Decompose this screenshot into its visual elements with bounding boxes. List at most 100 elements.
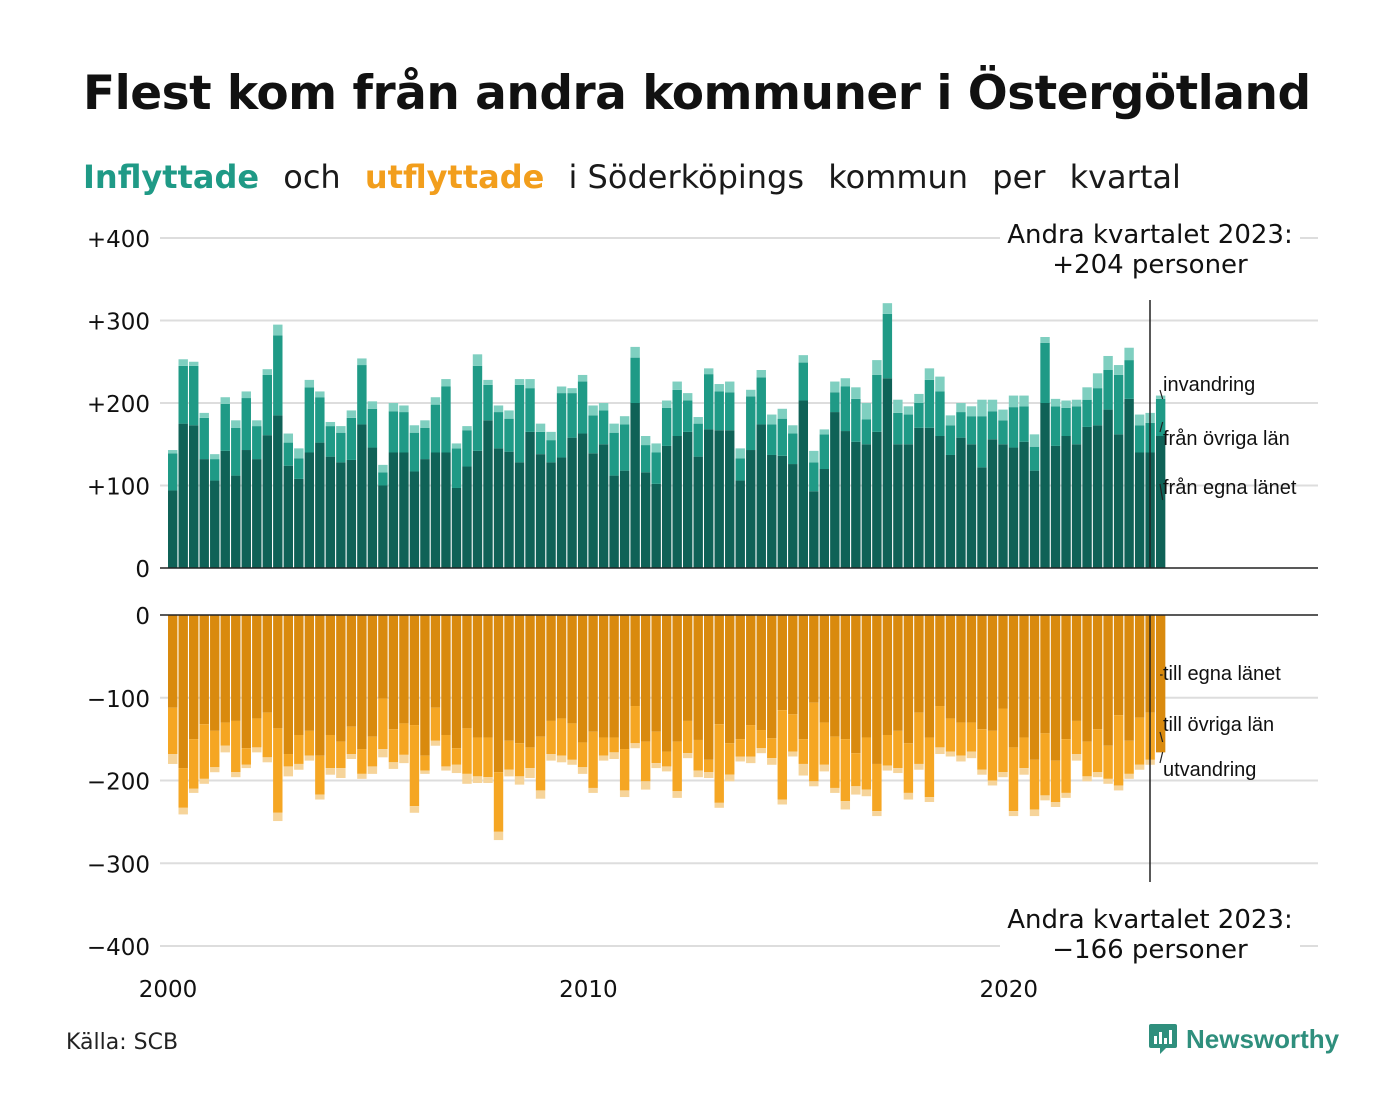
out-ovriga-bar — [651, 731, 661, 764]
in-ovriga-bar — [168, 453, 178, 491]
in-invandring-bar — [430, 397, 441, 405]
out-egna-bar — [168, 615, 178, 708]
label-leader — [1159, 751, 1164, 764]
out-utvandring-bar — [882, 765, 893, 771]
out-utvandring-bar — [388, 762, 399, 769]
in-ovriga-bar — [1071, 406, 1082, 445]
out-egna-bar — [819, 615, 830, 723]
in-invandring-bar — [1092, 373, 1103, 389]
in-egna-bar — [493, 448, 504, 568]
bottom-annotation-text: −166 personer — [1052, 935, 1248, 965]
out-utvandring-bar — [1019, 768, 1029, 775]
out-egna-bar — [1040, 615, 1050, 734]
in-egna-bar — [357, 424, 367, 568]
out-egna-bar — [746, 615, 756, 726]
in-egna-bar — [756, 424, 766, 568]
y-tick-label: +200 — [87, 392, 150, 418]
in-ovriga-bar — [588, 415, 598, 454]
out-egna-bar — [872, 615, 882, 764]
in-ovriga-bar — [262, 374, 272, 436]
out-ovriga-bar — [756, 730, 766, 749]
out-ovriga-bar — [210, 730, 220, 768]
out-egna-bar — [420, 615, 430, 756]
in-egna-bar — [294, 478, 304, 568]
out-egna-bar — [609, 615, 619, 738]
out-ovriga-bar — [661, 751, 672, 767]
in-egna-bar — [273, 415, 283, 568]
in-ovriga-bar — [819, 434, 830, 469]
in-invandring-bar — [483, 379, 493, 385]
out-egna-bar — [220, 615, 230, 723]
out-ovriga-bar — [966, 722, 977, 752]
in-invandring-bar — [935, 376, 945, 392]
in-egna-bar — [283, 465, 294, 568]
out-utvandring-bar — [788, 751, 798, 757]
in-invandring-bar — [357, 358, 367, 366]
out-ovriga-bar — [1103, 745, 1113, 779]
in-ovriga-bar — [1008, 407, 1019, 448]
in-egna-bar — [346, 459, 357, 568]
out-egna-bar — [1155, 615, 1166, 753]
in-egna-bar — [325, 456, 336, 568]
out-egna-bar — [199, 615, 209, 725]
in-invandring-bar — [567, 388, 577, 394]
in-invandring-bar — [577, 374, 588, 382]
out-ovriga-bar — [577, 742, 588, 768]
x-tick-label: 2020 — [980, 977, 1039, 1003]
out-egna-bar — [1113, 615, 1124, 716]
out-ovriga-bar — [283, 754, 294, 767]
in-egna-bar — [840, 431, 851, 568]
in-egna-bar — [178, 423, 188, 568]
in-egna-bar — [567, 437, 577, 568]
out-egna-bar — [714, 615, 724, 725]
out-ovriga-bar — [441, 734, 451, 767]
x-tick-label: 2000 — [139, 977, 198, 1003]
in-egna-bar — [420, 459, 430, 568]
in-invandring-bar — [1155, 395, 1166, 399]
in-invandring-bar — [630, 346, 640, 358]
in-invandring-bar — [535, 423, 546, 432]
out-ovriga-bar — [483, 737, 493, 778]
in-invandring-bar — [556, 386, 567, 394]
out-ovriga-bar — [914, 712, 924, 764]
in-invandring-bar — [1113, 365, 1124, 375]
out-ovriga-bar — [714, 724, 724, 803]
out-ovriga-bar — [788, 714, 798, 752]
out-ovriga-bar — [619, 749, 630, 791]
in-ovriga-bar — [1134, 425, 1145, 453]
out-ovriga-bar — [1061, 739, 1071, 793]
out-utvandring-bar — [409, 806, 420, 813]
in-egna-bar — [893, 444, 903, 568]
series-label: invandring — [1163, 374, 1255, 396]
out-ovriga-bar — [746, 725, 756, 757]
out-egna-bar — [998, 615, 1008, 709]
out-ovriga-bar — [567, 723, 577, 760]
in-invandring-bar — [998, 409, 1008, 421]
out-ovriga-bar — [1050, 760, 1061, 803]
in-ovriga-bar — [1040, 342, 1050, 403]
in-ovriga-bar — [1019, 406, 1029, 442]
out-ovriga-bar — [1040, 733, 1050, 796]
in-invandring-bar — [294, 448, 304, 459]
chart-title: Flest kom från andra kommuner i Östergöt… — [83, 66, 1311, 121]
in-invandring-bar — [840, 378, 851, 387]
out-egna-bar — [493, 615, 504, 773]
out-egna-bar — [619, 615, 630, 750]
out-egna-bar — [1071, 615, 1082, 721]
out-ovriga-bar — [987, 730, 998, 781]
out-utvandring-bar — [262, 757, 272, 763]
out-utvandring-bar — [640, 781, 651, 790]
out-egna-bar — [472, 615, 483, 738]
in-egna-bar — [1134, 452, 1145, 568]
out-ovriga-bar — [672, 741, 682, 792]
in-invandring-bar — [682, 393, 693, 401]
out-ovriga-bar — [598, 737, 609, 756]
out-egna-bar — [178, 615, 188, 769]
in-egna-bar — [1071, 444, 1082, 568]
out-utvandring-bar — [1124, 773, 1134, 779]
top-annotation-text: +204 personer — [1052, 250, 1248, 280]
out-utvandring-bar — [241, 764, 251, 769]
in-invandring-bar — [924, 368, 935, 380]
out-utvandring-bar — [199, 778, 209, 784]
out-ovriga-bar — [1019, 737, 1029, 769]
